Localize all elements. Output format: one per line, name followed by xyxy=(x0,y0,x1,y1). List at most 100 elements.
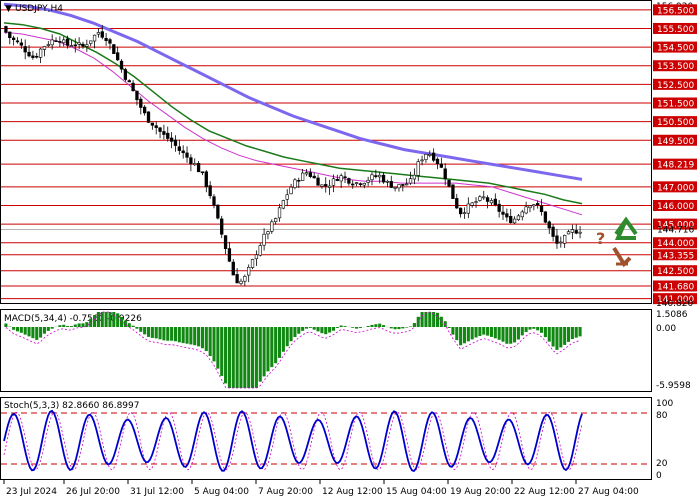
level-label: 155.500 xyxy=(657,25,694,35)
candlesticks xyxy=(4,24,582,286)
candle-body xyxy=(443,168,447,180)
ma-slow-line xyxy=(3,2,583,181)
candle-body xyxy=(447,179,451,187)
candle-body xyxy=(320,184,324,187)
candle-body xyxy=(281,200,286,209)
candle-body xyxy=(223,235,228,249)
macd-zero-label: 0.00 xyxy=(656,324,676,334)
level-label-box xyxy=(653,60,697,72)
moving-averages xyxy=(3,2,583,216)
level-label: 141.000 xyxy=(657,295,694,305)
stoch-title: Stoch(5,3,3) 82.8660 86.8997 xyxy=(4,401,139,411)
candle-body xyxy=(158,127,162,132)
price-axis-labels: 156.500 155.500 154.500 153.500 152.500 151.5… xyxy=(653,4,697,305)
candle-body xyxy=(100,31,104,38)
candle-body xyxy=(274,218,278,222)
level-label-box xyxy=(653,265,697,277)
candle-body xyxy=(393,187,397,189)
candle-body xyxy=(462,212,467,214)
candle-body xyxy=(297,179,301,182)
candle-body xyxy=(247,266,251,276)
candle-body xyxy=(343,176,347,179)
candle-body xyxy=(308,172,312,177)
candle-body xyxy=(243,276,247,282)
level-label-box xyxy=(653,181,697,193)
time-label: 15 Aug 04:00 xyxy=(386,487,447,497)
candle-body xyxy=(505,213,509,218)
candle-body xyxy=(135,90,139,101)
candle-body xyxy=(439,163,444,168)
candle-body xyxy=(227,248,232,262)
time-label: 22 Aug 12:00 xyxy=(514,487,575,497)
candle-body xyxy=(539,205,544,212)
candle-body xyxy=(212,196,216,206)
collapse-arrow-icon[interactable]: ▼ xyxy=(5,4,12,14)
candle-body xyxy=(193,163,197,166)
candle-body xyxy=(312,175,316,179)
level-label-box xyxy=(653,199,697,211)
level-label: 152.500 xyxy=(657,81,694,91)
candle-body xyxy=(285,194,289,200)
level-label-box xyxy=(653,134,697,146)
level-label: 146.000 xyxy=(657,202,694,212)
candle-body xyxy=(169,137,174,142)
candle-body xyxy=(15,40,20,43)
candle-body xyxy=(166,132,170,139)
candle-body xyxy=(528,205,532,209)
candle-body xyxy=(331,178,336,186)
candle-body xyxy=(566,231,571,235)
candle-body xyxy=(516,215,521,221)
candle-body xyxy=(181,150,185,154)
candle-body xyxy=(58,41,62,43)
candle-body xyxy=(428,154,432,156)
candle-body xyxy=(142,106,147,114)
candle-body xyxy=(347,178,351,184)
candle-body xyxy=(474,201,478,203)
candle-body xyxy=(458,207,463,215)
candle-body xyxy=(497,203,501,212)
candle-body xyxy=(431,152,436,161)
candle-body xyxy=(127,80,131,83)
candle-body xyxy=(401,184,405,186)
candle-body xyxy=(351,183,355,186)
candle-body xyxy=(397,184,401,189)
candle-body xyxy=(112,44,116,54)
level-label: 147.000 xyxy=(657,183,694,193)
candle-body xyxy=(270,221,274,232)
candle-body xyxy=(262,233,266,246)
candle-body xyxy=(470,202,474,206)
candle-body xyxy=(366,179,370,183)
candle-body xyxy=(482,196,486,199)
candle-body xyxy=(563,234,567,244)
current-price-label: 144.716 xyxy=(657,225,694,235)
candle-body xyxy=(35,55,39,58)
candle-body xyxy=(254,254,259,260)
candle-body xyxy=(381,174,386,183)
level-label-box xyxy=(653,78,697,90)
candle-body xyxy=(173,139,178,146)
time-label: 7 Aug 20:00 xyxy=(258,487,313,497)
candle-body xyxy=(300,172,305,181)
macd-signal-line xyxy=(5,311,581,389)
level-label-box xyxy=(653,22,697,34)
candle-body xyxy=(77,42,81,45)
candle-body xyxy=(116,52,120,61)
candle-body xyxy=(108,39,112,44)
candle-body xyxy=(23,46,27,53)
level-label-box xyxy=(653,97,697,109)
candle-body xyxy=(362,183,366,186)
candle-body xyxy=(316,177,320,186)
candle-body xyxy=(204,171,208,188)
candle-body xyxy=(358,183,363,185)
candle-body xyxy=(19,42,23,46)
level-label: 156.500 xyxy=(657,6,694,16)
candle-body xyxy=(150,122,155,126)
candle-body xyxy=(578,231,582,234)
candle-body xyxy=(455,198,459,209)
candle-body xyxy=(220,218,224,235)
level-label: 154.500 xyxy=(657,44,694,54)
candle-body xyxy=(335,178,339,181)
candle-body xyxy=(69,45,74,47)
candle-body xyxy=(239,280,243,284)
up-arrow-icon xyxy=(614,216,638,240)
